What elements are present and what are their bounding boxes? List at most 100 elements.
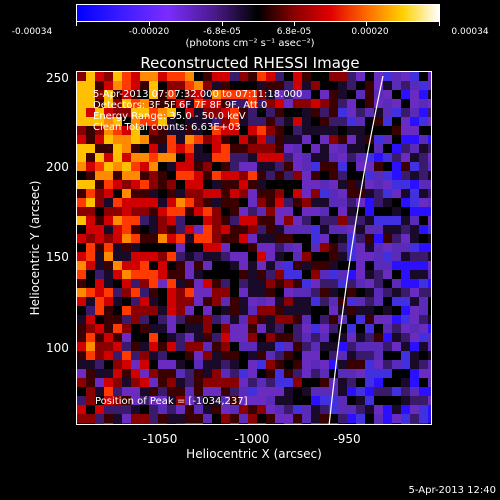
heatmap-cell [239, 198, 248, 207]
heatmap-cell [230, 396, 239, 405]
heatmap-cell [140, 189, 149, 198]
heatmap-cell [140, 81, 149, 90]
heatmap-cell [221, 117, 230, 126]
heatmap-cell [131, 378, 140, 387]
heatmap-cell [248, 369, 257, 378]
heatmap-cell [338, 279, 347, 288]
heatmap-cell [347, 396, 356, 405]
heatmap-cell [320, 360, 329, 369]
heatmap-cell [293, 225, 302, 234]
heatmap-cell [149, 99, 158, 108]
heatmap-cell [149, 162, 158, 171]
heatmap-cell [293, 153, 302, 162]
heatmap-cell [347, 306, 356, 315]
heatmap-cell [284, 117, 293, 126]
heatmap-cell [284, 333, 293, 342]
heatmap-cell [77, 171, 86, 180]
heatmap-cell [212, 387, 221, 396]
heatmap-cell [95, 216, 104, 225]
heatmap-cell [212, 225, 221, 234]
heatmap-cell [113, 279, 122, 288]
heatmap-cell [302, 414, 311, 423]
heatmap-cell [140, 126, 149, 135]
heatmap-cell [329, 423, 338, 424]
heatmap-cell [428, 198, 431, 207]
heatmap-cell [104, 387, 113, 396]
heatmap-cell [221, 414, 230, 423]
heatmap-cell [158, 270, 167, 279]
heatmap-cell [329, 72, 338, 81]
heatmap-cell [374, 243, 383, 252]
heatmap-cell [311, 171, 320, 180]
heatmap-cell [86, 270, 95, 279]
heatmap-cell [392, 396, 401, 405]
heatmap-cell [401, 396, 410, 405]
heatmap-cell [140, 135, 149, 144]
heatmap-cell [140, 198, 149, 207]
heatmap-cell [320, 252, 329, 261]
heatmap-cell [167, 171, 176, 180]
heatmap-cell [239, 288, 248, 297]
heatmap-cell [410, 153, 419, 162]
heatmap-cell [266, 324, 275, 333]
heatmap-cell [419, 351, 428, 360]
heatmap-cell [185, 261, 194, 270]
heatmap-cell [221, 396, 230, 405]
heatmap-cell [248, 126, 257, 135]
heatmap-cell [365, 216, 374, 225]
heatmap-cell [392, 279, 401, 288]
heatmap-cell [275, 243, 284, 252]
heatmap-cell [167, 369, 176, 378]
heatmap-cell [419, 72, 428, 81]
heatmap-cell [131, 198, 140, 207]
heatmap-cell [419, 252, 428, 261]
heatmap-cell [419, 108, 428, 117]
heatmap-cell [356, 90, 365, 99]
heatmap-cell [176, 108, 185, 117]
heatmap-cell [95, 396, 104, 405]
heatmap-cell [203, 153, 212, 162]
heatmap-cell [257, 153, 266, 162]
heatmap-cell [77, 126, 86, 135]
heatmap-cell [275, 315, 284, 324]
heatmap-cell [383, 351, 392, 360]
heatmap-cell [356, 279, 365, 288]
heatmap-cell [221, 378, 230, 387]
heatmap-cell [248, 324, 257, 333]
heatmap-cell [266, 225, 275, 234]
heatmap-cell [185, 414, 194, 423]
heatmap-cell [275, 297, 284, 306]
heatmap-cell [293, 360, 302, 369]
heatmap-cell [302, 333, 311, 342]
heatmap-cell [428, 378, 431, 387]
heatmap-cell [320, 153, 329, 162]
heatmap-cell [419, 234, 428, 243]
heatmap-cell [329, 387, 338, 396]
heatmap-cell [140, 243, 149, 252]
heatmap-cell [122, 171, 131, 180]
heatmap-cell [392, 207, 401, 216]
heatmap-cell [122, 180, 131, 189]
heatmap-cell [113, 198, 122, 207]
heatmap-cell [266, 414, 275, 423]
heatmap-cell [185, 342, 194, 351]
heatmap-cell [392, 108, 401, 117]
heatmap-cell [275, 405, 284, 414]
heatmap-cell [212, 279, 221, 288]
heatmap-cell [131, 162, 140, 171]
heatmap-cell [320, 423, 329, 424]
heatmap-cell [275, 135, 284, 144]
heatmap-cell [302, 216, 311, 225]
heatmap-cell [419, 288, 428, 297]
peak-position-annotation: Position of Peak = [-1034,237] [95, 396, 248, 407]
heatmap-cell [356, 234, 365, 243]
heatmap-cell [275, 351, 284, 360]
heatmap-cell [95, 99, 104, 108]
heatmap-cell [302, 135, 311, 144]
heatmap-cell [194, 198, 203, 207]
heatmap-cell [419, 270, 428, 279]
heatmap-cell [356, 243, 365, 252]
heatmap-cell [320, 171, 329, 180]
heatmap-cell [266, 270, 275, 279]
heatmap-cell [176, 225, 185, 234]
